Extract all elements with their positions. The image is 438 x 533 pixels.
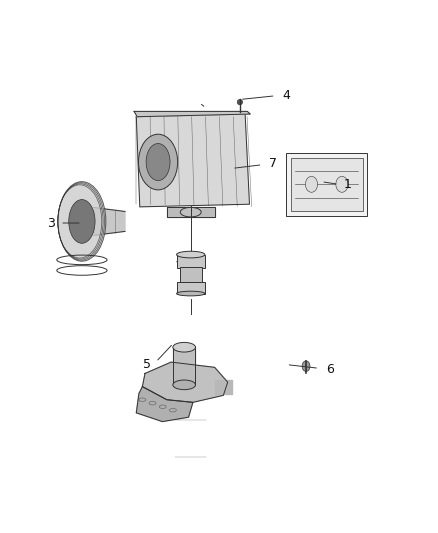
Ellipse shape xyxy=(336,176,348,192)
Ellipse shape xyxy=(58,182,106,261)
Polygon shape xyxy=(136,114,250,207)
Text: 7: 7 xyxy=(269,157,277,169)
Text: 1: 1 xyxy=(343,178,351,191)
Ellipse shape xyxy=(180,207,201,217)
Polygon shape xyxy=(167,207,215,217)
Ellipse shape xyxy=(237,100,243,105)
Text: 4: 4 xyxy=(283,89,290,102)
Polygon shape xyxy=(173,347,195,385)
Text: 6: 6 xyxy=(326,364,334,376)
Polygon shape xyxy=(215,379,232,393)
Polygon shape xyxy=(134,111,251,117)
Ellipse shape xyxy=(177,251,205,258)
Ellipse shape xyxy=(173,380,195,390)
Ellipse shape xyxy=(146,143,170,181)
Bar xyxy=(291,158,363,211)
Ellipse shape xyxy=(177,291,205,296)
Polygon shape xyxy=(136,386,193,422)
Ellipse shape xyxy=(305,176,318,192)
Ellipse shape xyxy=(69,199,95,243)
Bar xyxy=(286,152,367,216)
Ellipse shape xyxy=(302,361,310,372)
Bar xyxy=(180,267,201,282)
Text: 3: 3 xyxy=(47,216,55,230)
Ellipse shape xyxy=(173,342,195,352)
Bar xyxy=(177,282,205,294)
Polygon shape xyxy=(142,362,228,402)
Text: 5: 5 xyxy=(143,358,151,371)
Ellipse shape xyxy=(138,134,178,190)
Polygon shape xyxy=(94,207,125,236)
Bar xyxy=(177,255,205,268)
